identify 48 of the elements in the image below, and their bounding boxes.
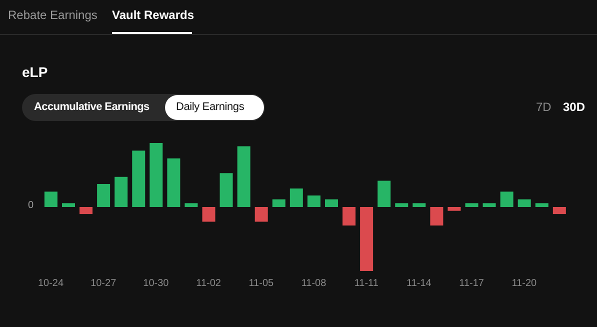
x-tick-label: 11-08 xyxy=(301,278,327,290)
text: 30D xyxy=(563,100,586,114)
bar xyxy=(482,203,496,207)
bar xyxy=(220,173,233,207)
x-tick-label: 10-24 xyxy=(38,278,64,290)
bar xyxy=(184,203,198,207)
bar xyxy=(360,207,374,271)
x-tick-label: 10-27 xyxy=(90,278,117,290)
bar xyxy=(44,192,58,207)
bar xyxy=(80,207,93,214)
bar xyxy=(395,203,408,207)
bar xyxy=(430,207,444,226)
bar xyxy=(307,195,320,207)
bar xyxy=(342,207,356,226)
bar xyxy=(114,176,128,207)
bar xyxy=(132,150,146,207)
x-tick-label: 11-14 xyxy=(406,278,432,290)
bar xyxy=(254,207,268,222)
x-tick-label: 10-30 xyxy=(143,278,170,290)
x-tick-label: 11-05 xyxy=(248,278,274,290)
bar xyxy=(150,143,163,207)
bar xyxy=(324,199,338,207)
bar xyxy=(272,199,286,207)
bar xyxy=(62,203,75,207)
bar xyxy=(500,192,514,207)
bar xyxy=(448,207,461,211)
text: Daily Earnings xyxy=(176,101,244,113)
bar xyxy=(412,203,426,207)
x-tick-label: 11-20 xyxy=(512,278,538,290)
bar xyxy=(535,203,548,207)
x-tick-label: 11-17 xyxy=(459,278,484,290)
bar xyxy=(97,184,110,207)
bar xyxy=(202,207,216,222)
chart-title: eLP xyxy=(22,64,48,80)
bar xyxy=(237,146,250,207)
bar xyxy=(378,180,391,207)
bar xyxy=(290,188,303,207)
text: Rebate Earnings xyxy=(8,8,98,22)
text: Vault Rewards xyxy=(112,8,194,22)
bar xyxy=(518,199,531,207)
text: Accumulative Earnings xyxy=(34,101,150,113)
bar xyxy=(465,203,478,207)
x-tick-label: 11-11 xyxy=(354,278,379,290)
text: 0 xyxy=(28,200,34,211)
bar xyxy=(552,207,566,214)
x-tick-label: 11-02 xyxy=(196,278,222,290)
text: 7D xyxy=(536,100,552,114)
bar xyxy=(167,158,180,207)
